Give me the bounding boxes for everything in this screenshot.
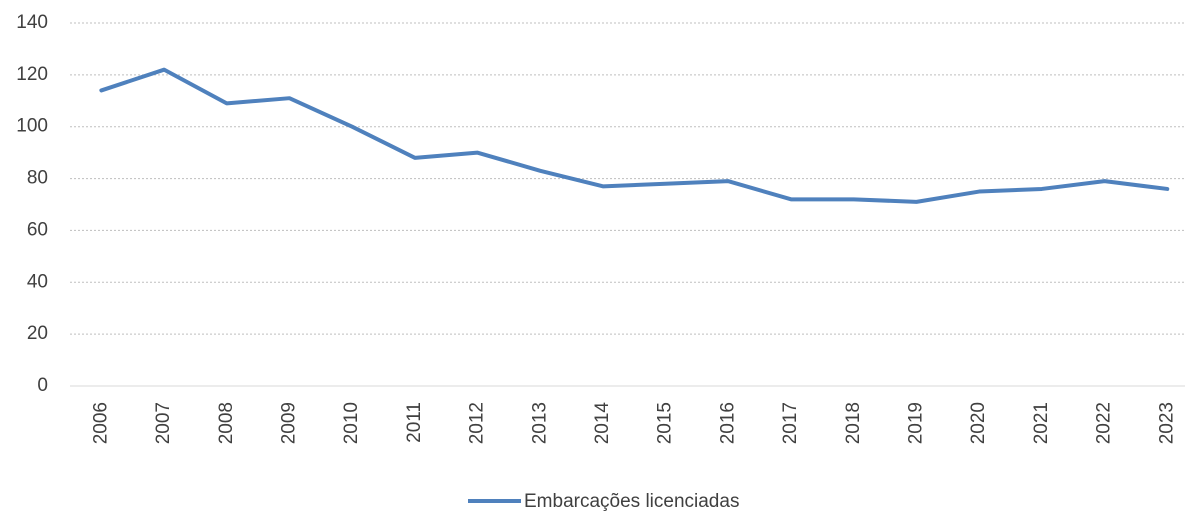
y-tick-label: 100: [16, 116, 48, 137]
x-tick-label: 2019: [905, 402, 926, 444]
x-tick-label: 2018: [843, 402, 864, 444]
x-tick-label: 2012: [467, 402, 488, 444]
y-tick-label: 60: [27, 219, 48, 240]
y-tick-label: 80: [27, 168, 48, 189]
x-tick-label: 2013: [529, 402, 550, 444]
x-tick-label: 2008: [216, 402, 237, 444]
x-tick-label: 2010: [341, 402, 362, 444]
legend-label: Embarcações licenciadas: [524, 491, 739, 512]
x-tick-label: 2020: [968, 402, 989, 444]
x-tick-label: 2007: [153, 402, 174, 444]
x-tick-label: 2023: [1156, 402, 1177, 444]
x-tick-label: 2022: [1094, 402, 1115, 444]
y-tick-label: 20: [27, 323, 48, 344]
y-tick-label: 120: [16, 64, 48, 85]
x-tick-label: 2021: [1031, 402, 1052, 444]
x-tick-label: 2016: [717, 402, 738, 444]
x-tick-label: 2017: [780, 402, 801, 444]
y-tick-label: 40: [27, 271, 48, 292]
x-tick-label: 2015: [655, 402, 676, 444]
x-tick-label: 2014: [592, 402, 613, 445]
x-tick-label: 2011: [404, 402, 425, 443]
y-tick-label: 0: [37, 375, 48, 396]
x-tick-label: 2009: [278, 402, 299, 444]
x-tick-label: 2006: [90, 402, 111, 444]
y-tick-label: 140: [16, 12, 48, 33]
data-line: [99, 67, 1170, 204]
